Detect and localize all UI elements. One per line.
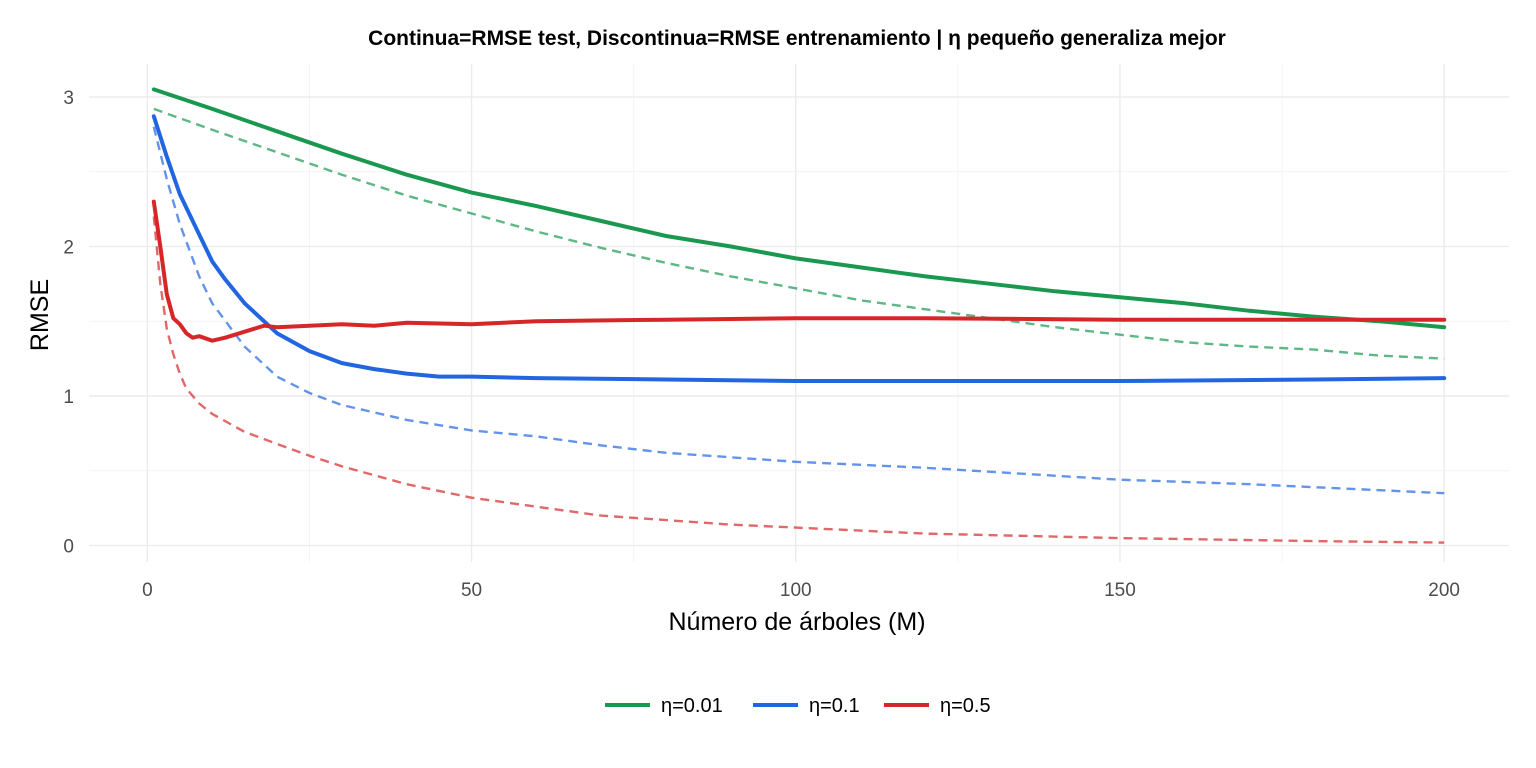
x-axis-title: Número de árboles (M) xyxy=(668,608,925,636)
x-tick-label: 200 xyxy=(1428,580,1460,601)
train-line-eta-001 xyxy=(153,107,1445,360)
y-tick-label: 0 xyxy=(63,537,74,558)
x-tick-label: 50 xyxy=(461,580,482,601)
legend-label-eta-05: η=0.5 xyxy=(940,695,991,717)
legend-label-eta-01: η=0.1 xyxy=(809,695,860,717)
y-axis-title: RMSE xyxy=(26,279,54,351)
x-tick-label: 100 xyxy=(780,580,812,601)
x-axis-ticks: 0 50 100 150 200 xyxy=(142,580,1460,601)
train-line-eta-05 xyxy=(152,216,1445,544)
test-line-eta-05 xyxy=(151,199,1447,343)
y-tick-label: 3 xyxy=(63,88,74,109)
train-line-eta-01 xyxy=(152,126,1445,495)
y-tick-label: 2 xyxy=(63,237,74,258)
y-axis-ticks: 0 1 2 3 xyxy=(63,88,74,558)
y-tick-label: 1 xyxy=(63,387,74,408)
grid xyxy=(89,64,1509,562)
test-line-eta-001 xyxy=(151,87,1447,330)
chart-title: Continua=RMSE test, Discontinua=RMSE ent… xyxy=(368,27,1226,50)
test-line-eta-01 xyxy=(151,114,1447,383)
legend-label-eta-001: η=0.01 xyxy=(661,695,723,717)
series-lines xyxy=(151,87,1447,544)
x-tick-label: 150 xyxy=(1104,580,1136,601)
x-tick-label: 0 xyxy=(142,580,153,601)
legend: η=0.01 η=0.1 η=0.5 xyxy=(605,695,991,717)
